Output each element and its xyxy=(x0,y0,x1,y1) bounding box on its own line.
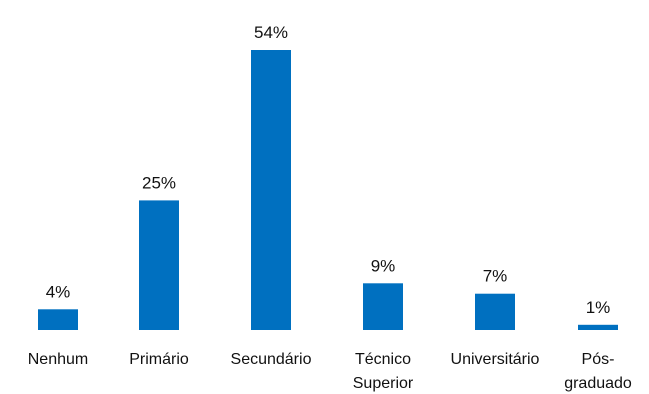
category-label-0-line-0: Nenhum xyxy=(28,351,88,368)
category-label-3-line-0: Técnico xyxy=(355,351,411,368)
bar-1 xyxy=(139,200,179,330)
category-label-1: Primário xyxy=(129,351,189,368)
category-label-2: Secundário xyxy=(231,351,312,368)
category-label-5: Pós-graduado xyxy=(564,351,632,392)
bar-5 xyxy=(578,324,618,330)
category-label-5-line-1: graduado xyxy=(564,375,632,392)
category-label-2-line-0: Secundário xyxy=(231,351,312,368)
data-label-2: 54% xyxy=(254,23,288,42)
data-label-5: 1% xyxy=(586,298,611,317)
category-label-4: Universitário xyxy=(451,351,540,368)
bars-group xyxy=(38,50,618,330)
bar-3 xyxy=(363,283,403,330)
data-label-0: 4% xyxy=(46,282,71,301)
category-labels-group: Nenhum Primário Secundário Técnico Superior U… xyxy=(28,351,632,392)
category-label-3-line-1: Superior xyxy=(353,375,414,392)
bar-2 xyxy=(251,50,291,330)
data-labels-group: 4% 25% 54% 9% 7% 1% xyxy=(46,23,611,317)
data-label-4: 7% xyxy=(483,267,508,286)
bar-0 xyxy=(38,309,78,330)
category-label-5-line-0: Pós- xyxy=(582,351,615,368)
category-label-4-line-0: Universitário xyxy=(451,351,540,368)
category-label-1-line-0: Primário xyxy=(129,351,189,368)
data-label-1: 25% xyxy=(142,173,176,192)
data-label-3: 9% xyxy=(371,256,396,275)
bar-4 xyxy=(475,293,515,330)
category-label-3: Técnico Superior xyxy=(353,351,414,392)
category-label-0: Nenhum xyxy=(28,351,88,368)
